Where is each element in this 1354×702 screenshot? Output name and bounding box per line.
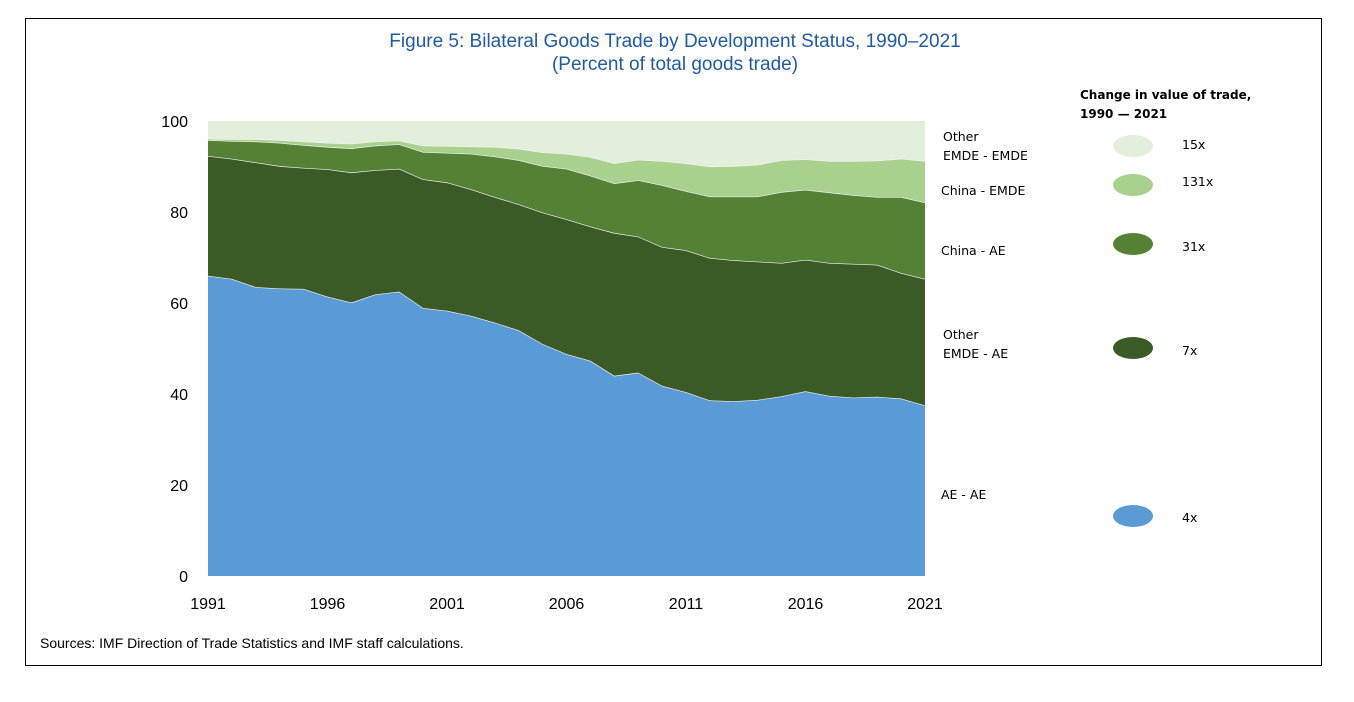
legend-change-other-emde-ae: 7x (1182, 343, 1197, 358)
y-tick-label: 60 (170, 296, 188, 313)
legend-swatch-china-ae (1113, 233, 1153, 255)
chart-title: Figure 5: Bilateral Goods Trade by Devel… (389, 31, 960, 52)
legend-change-ae-ae: 4x (1182, 510, 1197, 525)
legend-swatch-other-emde-ae (1113, 337, 1153, 359)
legend-title: Change in value of trade, 1990 — 2021 (1080, 88, 1251, 121)
series-label-other-emde-ae: Other EMDE - AE (943, 327, 1008, 361)
figure-frame (25, 18, 1322, 666)
legend-swatch-china-emde (1113, 174, 1153, 196)
area-china-ae (208, 140, 925, 279)
legend: 4x 7x 31x 131x 15x Change in value of trade, 1… (1080, 88, 1251, 527)
x-axis-ticks: 1991 1996 2001 2006 2011 2016 2021 (190, 596, 943, 613)
x-tick-label: 1996 (310, 596, 346, 613)
area-china-emde (208, 138, 925, 203)
source-note: Sources: IMF Direction of Trade Statisti… (40, 635, 464, 651)
legend-change-china-ae: 31x (1182, 239, 1205, 254)
x-tick-label: 2001 (429, 596, 465, 613)
legend-change-china-emde: 131x (1182, 174, 1213, 189)
y-tick-label: 0 (179, 569, 188, 586)
y-tick-label: 100 (161, 114, 188, 131)
x-tick-label: 2006 (549, 596, 585, 613)
area-other-emde-emde (208, 121, 925, 167)
y-tick-label: 80 (170, 205, 188, 222)
x-tick-label: 2011 (669, 596, 704, 613)
chart-subtitle: (Percent of total goods trade) (552, 54, 798, 75)
y-tick-label: 40 (170, 387, 188, 404)
y-axis-ticks: 0 20 40 60 80 100 (161, 114, 188, 586)
series-label-other-emde-emde: Other EMDE - EMDE (943, 129, 1028, 163)
x-tick-label: 2021 (907, 596, 943, 613)
x-tick-label: 2016 (788, 596, 824, 613)
series-labels: AE - AE Other EMDE - AE China - AE China - E… (941, 129, 1028, 502)
y-tick-label: 20 (170, 478, 188, 495)
legend-change-other-emde-emde: 15x (1182, 137, 1205, 152)
legend-swatch-ae-ae (1113, 505, 1153, 527)
series-label-china-ae: China - AE (941, 243, 1006, 258)
area-ae-ae (208, 275, 925, 576)
areas (207, 121, 926, 576)
x-tick-label: 1991 (190, 596, 226, 613)
series-label-ae-ae: AE - AE (941, 487, 986, 502)
area-other-emde-ae (208, 156, 925, 406)
series-label-china-emde: China - EMDE (941, 183, 1025, 198)
legend-swatch-other-emde-emde (1113, 135, 1153, 157)
